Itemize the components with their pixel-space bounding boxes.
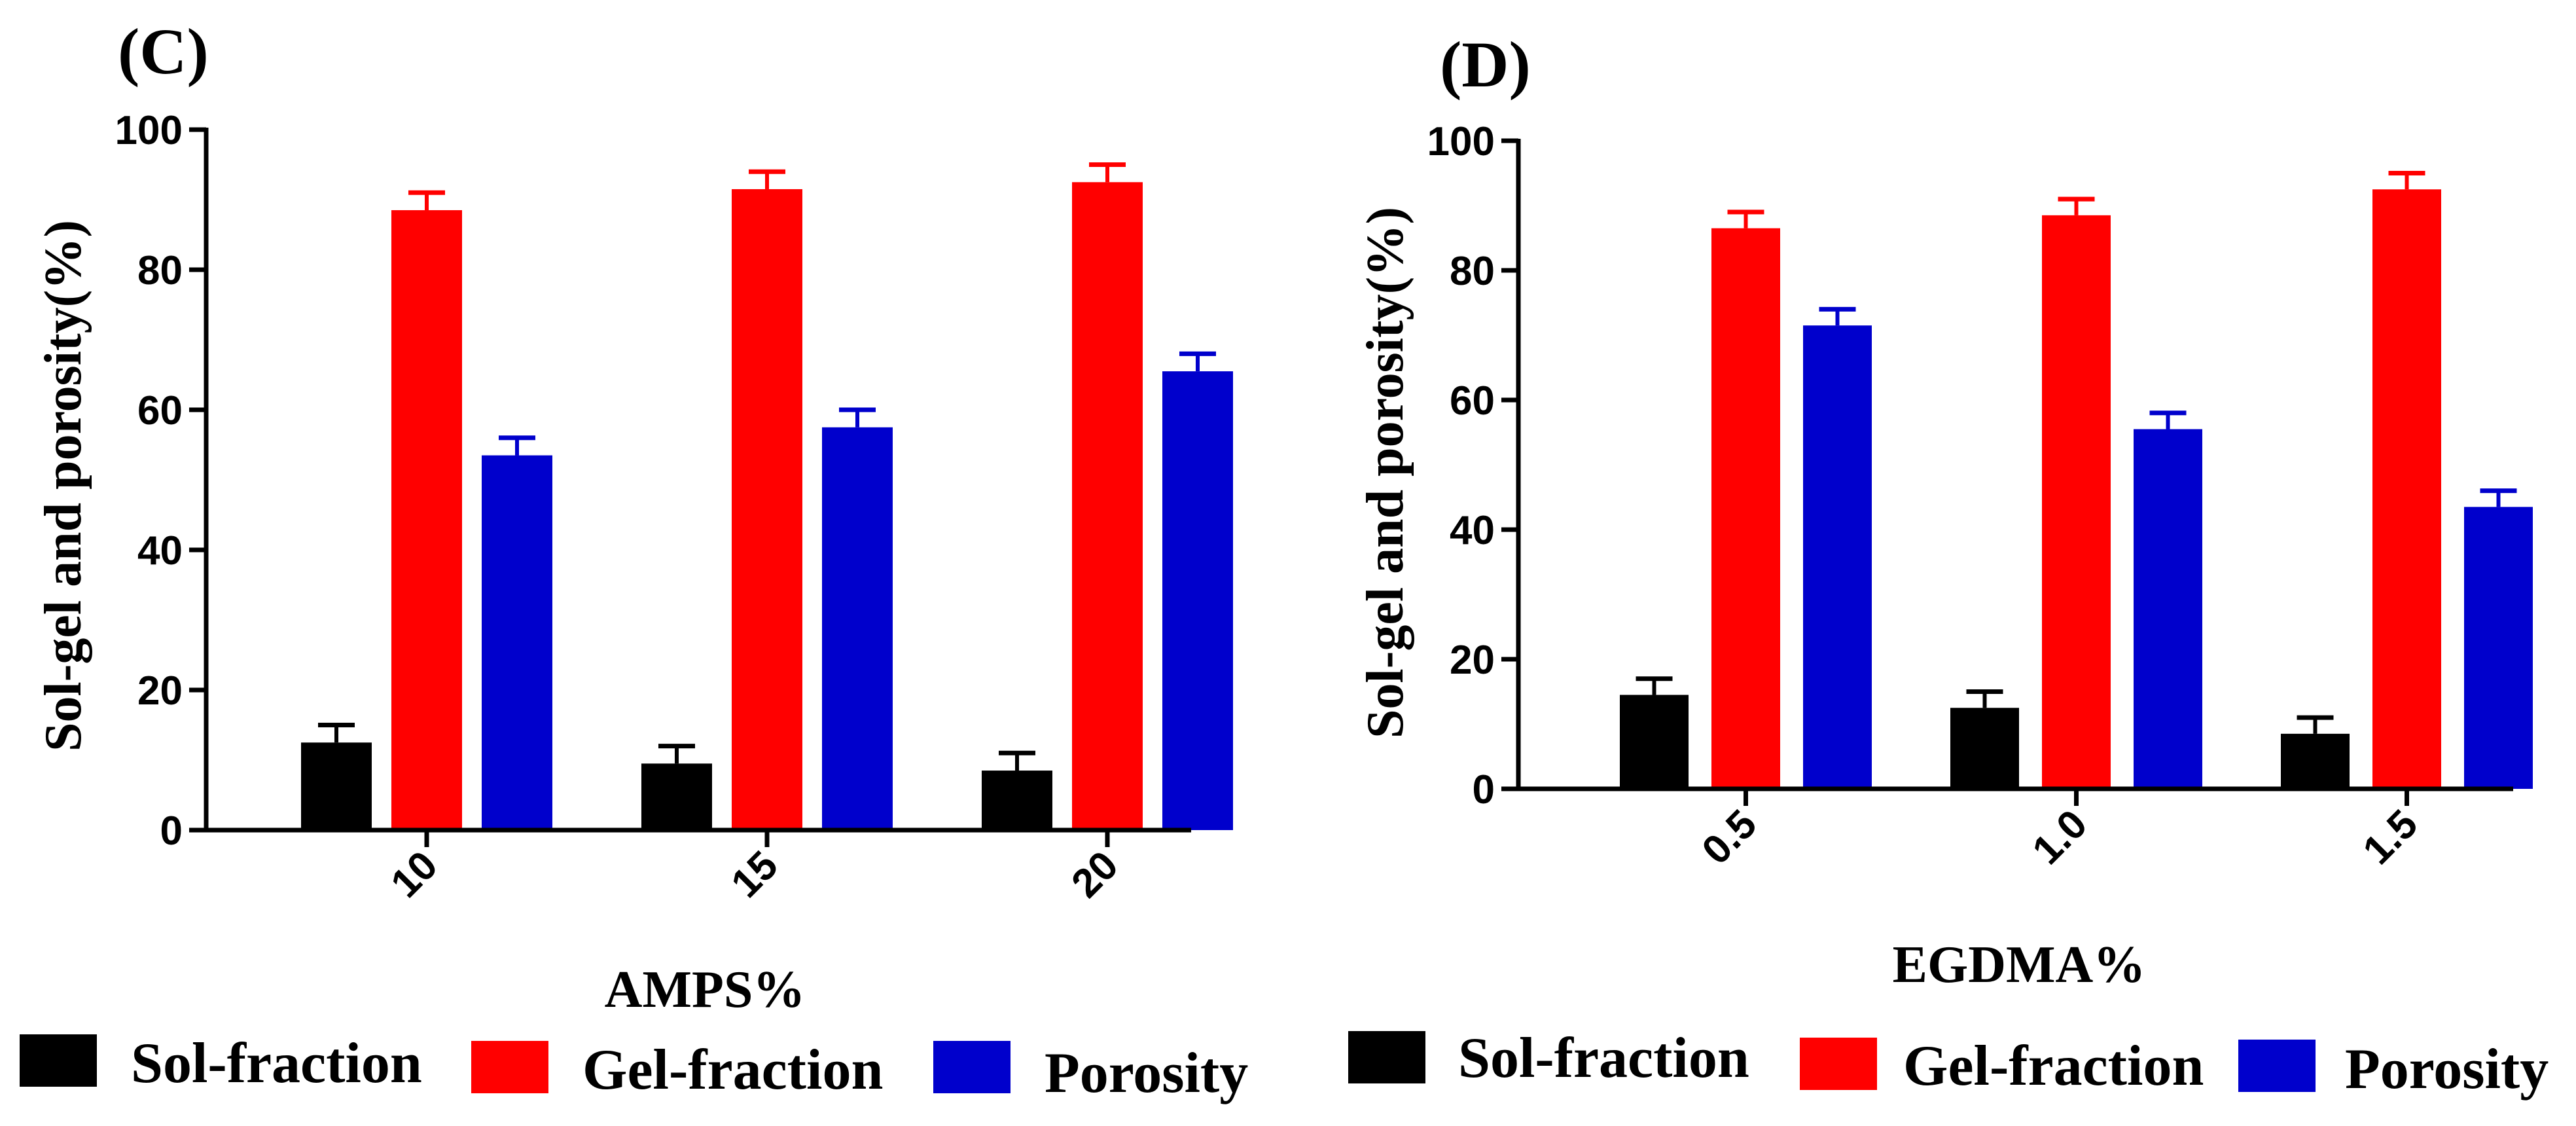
- bar-gel-fraction-20-c: [1072, 182, 1143, 830]
- y-axis-title-c: Sol-gel and porosity(%): [35, 220, 92, 752]
- legend-swatch-gel-fraction-c: [471, 1041, 548, 1093]
- y-tick-label-60-c: 60: [137, 388, 183, 433]
- bar-sol-fraction-1_5-d: [2281, 733, 2350, 789]
- bar-gel-fraction-1_0-d: [2042, 215, 2111, 790]
- y-tick-label-20-c: 20: [137, 668, 183, 714]
- y-tick-label-40-d: 40: [1450, 508, 1495, 553]
- bar-porosity-1_5-d: [2464, 507, 2533, 789]
- x-tick-labels-d: 0.5 1.0 1.5: [1694, 801, 2427, 873]
- x-tick-label-0_5-d: 0.5: [1694, 801, 1766, 873]
- legend-label-porosity-c: Porosity: [1045, 1042, 1248, 1105]
- axes-d: [1501, 138, 2513, 806]
- bar-sol-fraction-0_5-d: [1620, 695, 1689, 789]
- x-tick-label-1_0-d: 1.0: [2024, 801, 2096, 873]
- chart-panel-d: (D) Sol-gel and porosity(%) EGDMA% 0 20 40…: [1348, 28, 2549, 1101]
- y-tick-label-60-d: 60: [1450, 378, 1495, 424]
- bars-d: [1620, 171, 2533, 790]
- y-tick-label-0-c: 0: [160, 808, 183, 854]
- y-tick-label-100-d: 100: [1427, 119, 1495, 164]
- y-tick-label-80-c: 80: [137, 248, 183, 293]
- bar-porosity-10-c: [482, 455, 552, 830]
- axes-c: [189, 127, 1191, 847]
- chart-panel-c: (C) Sol-gel and porosity(%) AMPS% 0 20 40 6…: [20, 15, 1248, 1105]
- bar-porosity-0_5-d: [1803, 325, 1872, 789]
- y-tick-label-80-d: 80: [1450, 249, 1495, 294]
- legend-label-gel-fraction-c: Gel-fraction: [582, 1038, 883, 1102]
- y-tick-labels-d: 0 20 40 60 80 100: [1427, 119, 1495, 812]
- bar-sol-fraction-15-c: [641, 763, 712, 830]
- x-tick-label-1_5-d: 1.5: [2355, 801, 2427, 873]
- legend-c: Sol-fraction Gel-fraction Porosity: [20, 1032, 1248, 1105]
- x-tick-label-10-c: 10: [382, 843, 446, 907]
- y-tick-label-20-d: 20: [1450, 638, 1495, 683]
- y-tick-label-0-d: 0: [1473, 767, 1495, 812]
- x-tick-label-15-c: 15: [723, 843, 787, 907]
- y-tick-label-40-c: 40: [137, 528, 183, 573]
- legend-label-sol-fraction-c: Sol-fraction: [131, 1032, 422, 1095]
- legend-d: Sol-fraction Gel-fraction Porosity: [1348, 1026, 2549, 1101]
- bar-porosity-1_0-d: [2134, 429, 2202, 789]
- y-tick-labels-c: 0 20 40 60 80 100: [115, 108, 183, 854]
- x-axis-title-d: EGDMA%: [1893, 936, 2146, 994]
- legend-swatch-sol-fraction-d: [1348, 1031, 1425, 1083]
- legend-swatch-sol-fraction-c: [20, 1034, 97, 1087]
- bar-sol-fraction-10-c: [301, 742, 372, 830]
- bar-sol-fraction-20-c: [982, 771, 1052, 830]
- bars-c: [301, 162, 1233, 830]
- bar-porosity-15-c: [822, 427, 893, 830]
- y-tick-label-100-c: 100: [115, 108, 183, 153]
- legend-label-sol-fraction-d: Sol-fraction: [1458, 1026, 1749, 1090]
- panel-title-d: (D): [1440, 28, 1531, 101]
- panel-title-c: (C): [118, 15, 209, 88]
- bar-sol-fraction-1_0-d: [1950, 708, 2019, 789]
- bar-gel-fraction-1_5-d: [2372, 189, 2441, 789]
- x-axis-title-c: AMPS%: [605, 961, 806, 1019]
- x-tick-labels-c: 10 15 20: [382, 843, 1127, 907]
- bar-gel-fraction-0_5-d: [1711, 228, 1780, 789]
- legend-label-porosity-d: Porosity: [2345, 1038, 2549, 1101]
- bar-porosity-20-c: [1162, 371, 1233, 830]
- bar-gel-fraction-10-c: [391, 210, 462, 830]
- legend-swatch-porosity-d: [2238, 1040, 2316, 1092]
- legend-swatch-porosity-c: [933, 1041, 1011, 1093]
- y-axis-title-d: Sol-gel and porosity(%): [1357, 207, 1414, 738]
- bar-gel-fraction-15-c: [732, 189, 802, 830]
- legend-label-gel-fraction-d: Gel-fraction: [1903, 1034, 2204, 1098]
- legend-swatch-gel-fraction-d: [1800, 1038, 1877, 1090]
- x-tick-label-20-c: 20: [1063, 843, 1127, 907]
